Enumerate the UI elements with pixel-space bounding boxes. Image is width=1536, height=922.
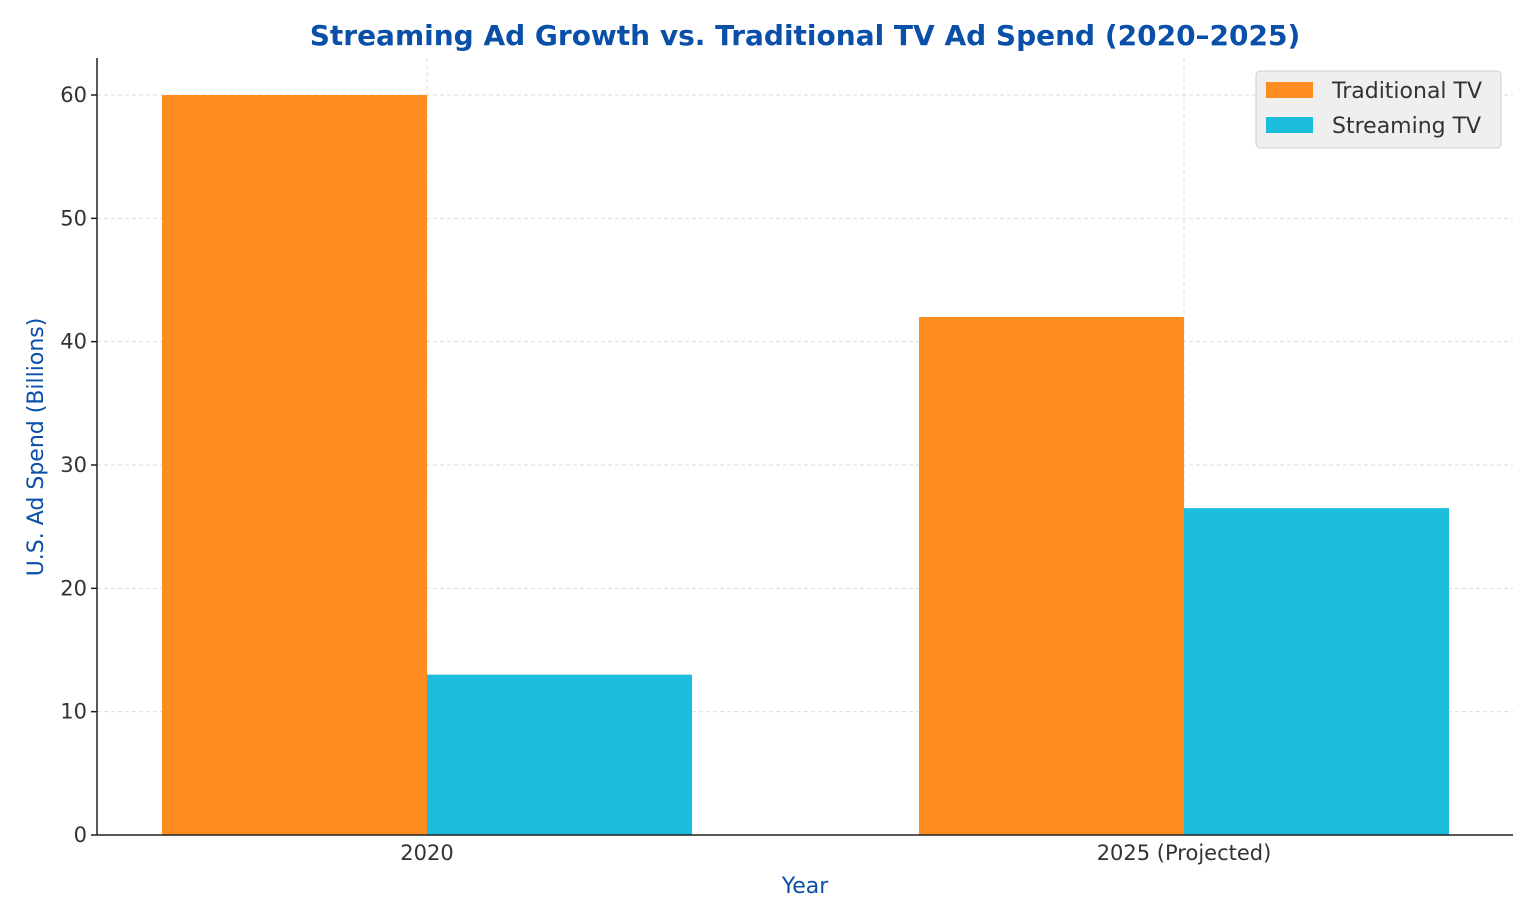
y-axis-label: U.S. Ad Spend (Billions) [24,318,49,577]
bar-streaming-2025 [1184,508,1449,835]
bars [162,95,1449,835]
y-tick-label: 50 [60,206,87,230]
x-tick-label: 2025 (Projected) [1097,841,1272,865]
chart-title: Streaming Ad Growth vs. Traditional TV A… [310,19,1301,52]
y-tick-label: 0 [74,823,87,847]
bar-traditional-2020 [162,95,427,835]
y-tick-label: 10 [60,700,87,724]
y-tick-label: 60 [60,83,87,107]
legend: Traditional TV Streaming TV [1255,70,1502,149]
legend-label-streaming: Streaming TV [1332,114,1481,139]
bar-streaming-2020 [427,674,692,835]
legend-label-traditional: Traditional TV [1331,79,1482,104]
legend-swatch-streaming [1266,117,1313,133]
y-tick-label: 20 [60,576,87,600]
y-tick-label: 40 [60,330,87,354]
bar-traditional-2025 [919,317,1184,835]
x-tick-label: 2020 [400,841,453,865]
legend-swatch-traditional [1266,82,1313,98]
axes: 0 10 20 30 40 50 60 2020 2025 (Projected) [60,58,1513,865]
legend-box [1255,70,1502,149]
x-axis-label: Year [781,874,830,899]
y-tick-label: 30 [60,453,87,477]
